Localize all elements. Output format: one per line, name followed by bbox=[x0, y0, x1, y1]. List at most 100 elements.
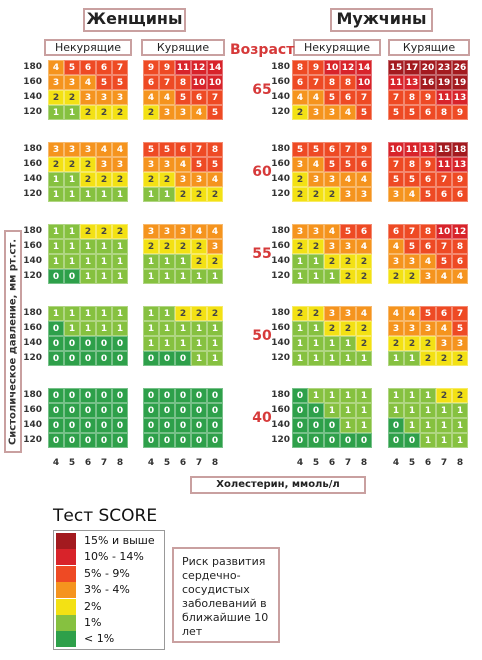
score-cell: 6 bbox=[420, 172, 436, 187]
score-cell: 12 bbox=[191, 60, 207, 75]
score-cell: 1 bbox=[340, 418, 356, 433]
score-cell: 1 bbox=[308, 336, 324, 351]
score-cell: 3 bbox=[388, 187, 404, 202]
score-cell: 1 bbox=[48, 187, 64, 202]
score-cell: 1 bbox=[191, 269, 207, 284]
score-cell: 2 bbox=[340, 269, 356, 284]
bp-tick-women: 140 bbox=[23, 420, 42, 430]
bp-tick-women: 160 bbox=[23, 323, 42, 333]
score-cell: 1 bbox=[388, 351, 404, 366]
legend-swatch bbox=[56, 549, 76, 566]
score-cell: 2 bbox=[64, 157, 80, 172]
bp-tick-men: 140 bbox=[271, 420, 290, 430]
score-cell: 2 bbox=[292, 187, 308, 202]
score-cell: 2 bbox=[452, 351, 468, 366]
score-cell: 6 bbox=[80, 60, 96, 75]
age-label: 65 bbox=[252, 82, 272, 98]
age-header: Возраст bbox=[230, 42, 295, 58]
score-cell: 0 bbox=[64, 336, 80, 351]
score-cell: 6 bbox=[388, 224, 404, 239]
score-cell: 2 bbox=[80, 105, 96, 120]
score-cell: 6 bbox=[420, 105, 436, 120]
score-cell: 10 bbox=[324, 60, 340, 75]
score-cell: 1 bbox=[207, 321, 223, 336]
score-cell: 2 bbox=[96, 224, 112, 239]
score-cell: 5 bbox=[388, 105, 404, 120]
score-cell: 0 bbox=[207, 433, 223, 448]
score-cell: 1 bbox=[324, 388, 340, 403]
bp-tick-men: 140 bbox=[271, 174, 290, 184]
chol-tick: 8 bbox=[360, 458, 368, 468]
score-cell: 1 bbox=[48, 224, 64, 239]
score-cell: 6 bbox=[191, 90, 207, 105]
score-cell: 2 bbox=[340, 321, 356, 336]
score-cell: 5 bbox=[388, 172, 404, 187]
score-cell: 5 bbox=[308, 142, 324, 157]
score-cell: 3 bbox=[340, 306, 356, 321]
score-cell: 6 bbox=[356, 224, 372, 239]
score-cell: 6 bbox=[420, 239, 436, 254]
score-grid-men-smoking-age-55: 6 7 8 10 12 4 5 6 7 8 3 3 4 5 6 2 2 3 4 4 bbox=[388, 224, 468, 284]
score-cell: 3 bbox=[64, 142, 80, 157]
chol-tick: 4 bbox=[147, 458, 155, 468]
score-cell: 4 bbox=[356, 306, 372, 321]
score-cell: 1 bbox=[112, 321, 128, 336]
legend: 15% и выше 10% - 14% 5% - 9% 3% - 4% 2% 1% < 1… bbox=[53, 530, 165, 650]
score-cell: 6 bbox=[436, 306, 452, 321]
score-cell: 2 bbox=[324, 254, 340, 269]
bp-tick-women: 140 bbox=[23, 174, 42, 184]
score-cell: 1 bbox=[420, 403, 436, 418]
score-cell: 0 bbox=[48, 388, 64, 403]
chol-tick: 6 bbox=[84, 458, 92, 468]
score-cell: 1 bbox=[64, 105, 80, 120]
bp-tick-women: 160 bbox=[23, 405, 42, 415]
score-cell: 1 bbox=[112, 239, 128, 254]
score-cell: 6 bbox=[356, 157, 372, 172]
score-cell: 9 bbox=[308, 60, 324, 75]
score-cell: 3 bbox=[324, 306, 340, 321]
score-cell: 4 bbox=[340, 172, 356, 187]
score-cell: 2 bbox=[48, 157, 64, 172]
chol-tick: 5 bbox=[68, 458, 76, 468]
legend-label: 10% - 14% bbox=[84, 550, 144, 564]
score-cell: 3 bbox=[80, 142, 96, 157]
score-cell: 6 bbox=[143, 75, 159, 90]
score-cell: 12 bbox=[452, 224, 468, 239]
women-nonsmoking-header: Некурящие bbox=[44, 39, 132, 56]
score-cell: 1 bbox=[64, 224, 80, 239]
score-cell: 2 bbox=[420, 351, 436, 366]
score-cell: 3 bbox=[324, 105, 340, 120]
score-cell: 1 bbox=[143, 321, 159, 336]
score-cell: 2 bbox=[191, 306, 207, 321]
age-label: 55 bbox=[252, 246, 272, 262]
score-cell: 2 bbox=[207, 254, 223, 269]
score-cell: 1 bbox=[356, 388, 372, 403]
score-cell: 1 bbox=[80, 306, 96, 321]
score-cell: 1 bbox=[96, 239, 112, 254]
bp-tick-men: 120 bbox=[271, 189, 290, 199]
score-cell: 3 bbox=[48, 142, 64, 157]
score-cell: 4 bbox=[324, 224, 340, 239]
score-cell: 7 bbox=[388, 157, 404, 172]
score-cell: 2 bbox=[404, 269, 420, 284]
score-cell: 5 bbox=[404, 239, 420, 254]
score-cell: 0 bbox=[64, 418, 80, 433]
score-cell: 9 bbox=[420, 157, 436, 172]
score-cell: 0 bbox=[143, 388, 159, 403]
score-cell: 2 bbox=[48, 90, 64, 105]
score-cell: 4 bbox=[420, 254, 436, 269]
x-axis-label-text: Холестерин, ммоль/л bbox=[216, 479, 340, 490]
score-cell: 8 bbox=[404, 157, 420, 172]
score-cell: 0 bbox=[292, 433, 308, 448]
score-cell: 2 bbox=[191, 254, 207, 269]
score-cell: 1 bbox=[80, 254, 96, 269]
score-cell: 0 bbox=[159, 388, 175, 403]
women-nonsmoking-text: Некурящие bbox=[54, 41, 122, 54]
score-cell: 1 bbox=[159, 254, 175, 269]
score-cell: 4 bbox=[207, 224, 223, 239]
score-cell: 1 bbox=[96, 269, 112, 284]
score-cell: 11 bbox=[436, 157, 452, 172]
chol-tick: 6 bbox=[328, 458, 336, 468]
